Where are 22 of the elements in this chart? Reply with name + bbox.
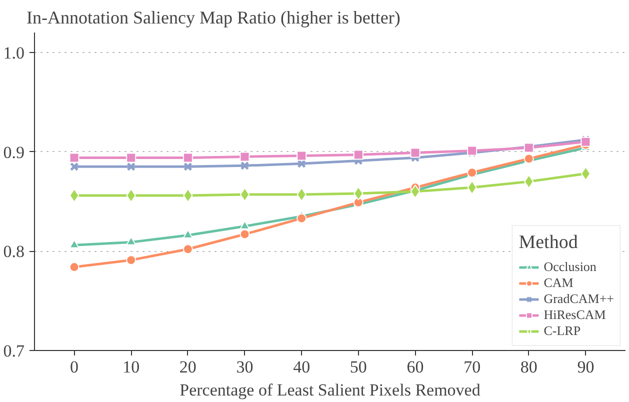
x-tick-label: 40 <box>293 358 310 376</box>
x-tick-label: 90 <box>577 358 594 376</box>
x-tick-label: 20 <box>179 358 196 376</box>
x-tick-label: 0 <box>70 358 79 376</box>
legend-label: Occlusion <box>544 259 596 275</box>
x-tick-label: 80 <box>520 358 538 376</box>
x-tick-label: 30 <box>236 358 254 376</box>
x-tick-label: 10 <box>122 358 140 376</box>
legend-title: Method <box>518 232 579 254</box>
x-tick-label: 50 <box>350 358 367 376</box>
y-tick-label: 0.8 <box>3 242 24 262</box>
legend-label: CAM <box>544 275 574 291</box>
legend-label: GradCAM++ <box>544 291 614 307</box>
x-tick-label: 60 <box>406 358 424 376</box>
x-tick-label: 70 <box>464 358 481 376</box>
legend-label: HiResCAM <box>544 307 606 323</box>
legend-label: C-LRP <box>544 323 581 339</box>
y-tick-label: 0.9 <box>3 142 24 162</box>
y-tick-label: 1.0 <box>3 43 24 62</box>
x-axis-title: Percentage of Least Salient Pixels Removed <box>180 380 481 400</box>
chart-title: In-Annotation Saliency Map Ratio (higher is better) <box>26 8 400 28</box>
y-tick-label: 0.7 <box>3 342 25 360</box>
